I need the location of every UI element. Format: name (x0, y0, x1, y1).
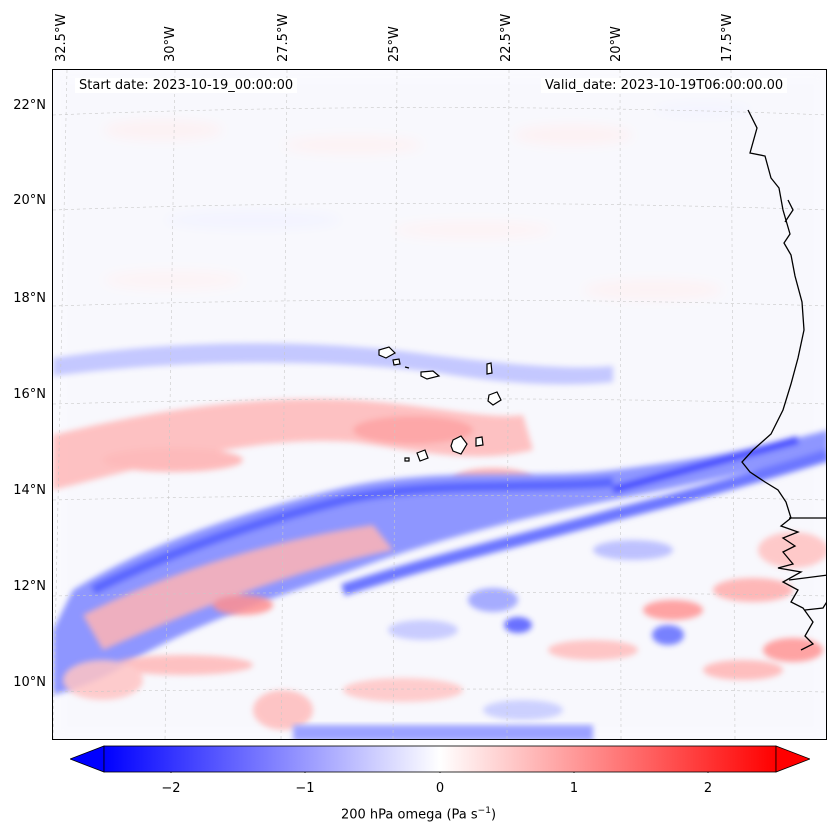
lon-label-32.5w: 32.5°W (54, 13, 69, 62)
omega-cells-east (343, 532, 826, 720)
lon-label-17.5w: 17.5°W (720, 13, 735, 62)
colorbar-tick-minus2: −2 (161, 781, 181, 796)
colorbar-tick-2: 2 (703, 781, 713, 796)
omega-field-plot (53, 70, 826, 739)
omega-map (52, 69, 827, 740)
colorbar-label-main: 200 hPa omega (Pa s (340, 807, 478, 823)
colorbar-tick-0: 0 (435, 781, 445, 796)
lat-label-18n: 18°N (13, 291, 46, 306)
lon-label-25w: 25°W (387, 26, 402, 62)
omega-band-north-negative (53, 343, 613, 385)
lat-label-10n: 10°N (13, 675, 46, 690)
lat-label-14n: 14°N (13, 483, 46, 498)
colorbar-label-exponent: −1 (477, 806, 491, 816)
colorbar-low-extension (70, 745, 105, 773)
colorbar-label: 200 hPa omega (Pa s−1) (0, 806, 837, 822)
cape-verde-islands (378, 346, 502, 462)
african-coastline (741, 109, 826, 651)
omega-band-diagonal-negative (53, 430, 826, 695)
colorbar-label-close: ) (490, 807, 497, 823)
omega-band-south-positive (63, 525, 393, 730)
colorbar-gradient (103, 745, 777, 773)
lat-label-20n: 20°N (13, 193, 46, 208)
colorbar-tick-1: 1 (569, 781, 579, 796)
valid-date-label: Valid_date: 2023-10-19T06:00:00.00 (541, 78, 788, 93)
colorbar-tick-minus1: −1 (295, 781, 315, 796)
lat-label-16n: 16°N (13, 387, 46, 402)
colorbar-high-extension (775, 745, 810, 773)
lon-label-30w: 30°W (163, 26, 178, 62)
lon-label-20w: 20°W (609, 26, 624, 62)
colorbar-ticks (170, 772, 709, 773)
omega-band-bottom-negative (293, 725, 593, 739)
omega-colorbar (70, 745, 810, 773)
lat-label-22n: 22°N (13, 98, 46, 113)
lon-label-22.5w: 22.5°W (499, 13, 514, 62)
lat-label-12n: 12°N (13, 579, 46, 594)
lon-label-27.5w: 27.5°W (276, 13, 291, 62)
gridlines (53, 70, 826, 739)
start-date-label: Start date: 2023-10-19_00:00:00 (75, 78, 298, 93)
